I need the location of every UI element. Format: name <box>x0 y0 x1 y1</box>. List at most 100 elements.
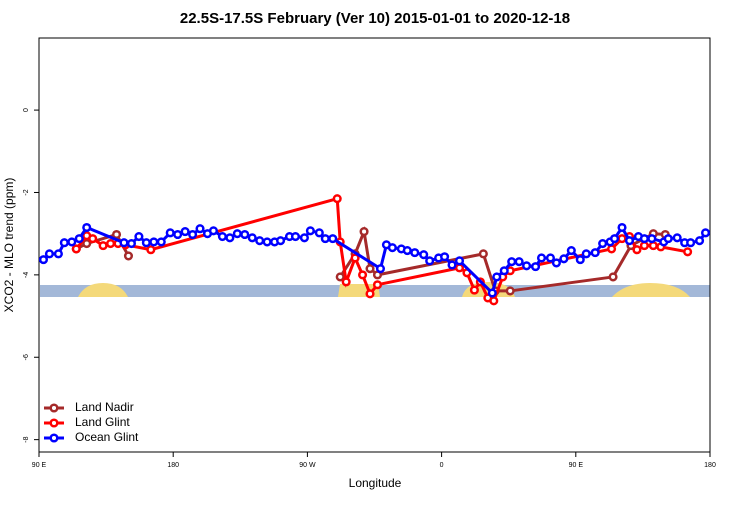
data-point <box>119 238 129 248</box>
data-point <box>575 255 585 265</box>
data-point <box>454 263 465 273</box>
data-point <box>672 233 682 243</box>
data-point <box>149 237 159 247</box>
data-point <box>320 234 330 244</box>
legend-marker <box>49 418 59 428</box>
data-point <box>225 233 235 243</box>
data-point <box>365 289 375 299</box>
data-point <box>536 253 547 263</box>
data-point <box>276 236 286 246</box>
data-point <box>299 233 309 243</box>
data-point <box>74 234 84 244</box>
data-point <box>402 246 412 256</box>
x-axis-title: Longitude <box>349 476 402 490</box>
data-point <box>195 224 205 234</box>
data-point <box>647 234 657 244</box>
data-point <box>610 234 620 244</box>
data-point <box>683 247 693 257</box>
data-point <box>447 260 457 270</box>
data-point <box>700 228 711 238</box>
data-point <box>487 288 497 298</box>
data-point <box>489 296 499 306</box>
data-point <box>607 244 617 254</box>
x-tick-label: 90 W <box>299 462 316 469</box>
data-point <box>359 227 369 237</box>
x-tick-label: 0 <box>440 462 444 469</box>
data-point <box>188 229 198 240</box>
legend-marker <box>49 403 59 413</box>
data-point <box>639 234 649 244</box>
data-point <box>88 234 98 244</box>
data-point <box>590 248 600 258</box>
data-point <box>608 272 618 282</box>
data-point <box>507 257 517 267</box>
data-point <box>146 245 156 255</box>
data-point <box>67 237 77 247</box>
data-point <box>232 229 242 239</box>
data-point <box>332 194 342 204</box>
legend-label: Land Glint <box>75 415 130 429</box>
data-point <box>499 266 509 276</box>
data-point <box>530 262 541 272</box>
legend-label: Ocean Glint <box>75 430 139 444</box>
data-point <box>98 241 108 251</box>
data-point <box>581 249 591 259</box>
data-point <box>559 254 569 264</box>
data-point <box>624 236 635 246</box>
data-point <box>551 258 561 268</box>
data-point <box>566 246 576 256</box>
data-point <box>632 245 642 255</box>
data-point <box>247 233 257 243</box>
y-tick-label: -6 <box>23 354 30 360</box>
data-point <box>262 237 272 247</box>
data-point <box>639 241 649 251</box>
y-tick-label: -4 <box>23 272 30 278</box>
data-point <box>598 239 608 249</box>
data-point <box>617 222 627 233</box>
data-point <box>217 232 227 242</box>
data-point <box>335 272 345 282</box>
data-point <box>156 237 166 247</box>
data-point <box>358 270 368 280</box>
data-point <box>545 253 556 263</box>
land-band <box>612 283 690 297</box>
data-point <box>478 249 488 259</box>
y-tick-label: 0 <box>23 108 30 112</box>
x-tick-label: 90 E <box>569 462 584 469</box>
y-axis-title: XCO2 - MLO trend (ppm) <box>2 178 16 313</box>
x-tick-label: 180 <box>704 462 716 469</box>
data-point <box>695 236 705 246</box>
data-point <box>522 261 532 271</box>
data-point <box>663 234 673 244</box>
data-point <box>505 286 515 296</box>
data-point <box>111 229 122 240</box>
data-point <box>44 249 54 259</box>
data-point <box>290 232 301 242</box>
data-point <box>365 264 375 274</box>
data-point <box>123 251 134 261</box>
plot-frame <box>38 37 711 453</box>
data-point <box>38 255 49 265</box>
data-point <box>350 253 360 263</box>
data-point <box>255 236 265 246</box>
data-point <box>514 257 524 267</box>
data-point <box>180 227 190 237</box>
plot-area <box>38 194 711 306</box>
data-point <box>314 228 324 238</box>
data-point <box>372 280 383 290</box>
data-point <box>617 234 627 244</box>
legend-marker <box>49 433 59 443</box>
data-point <box>419 250 429 260</box>
data-point <box>387 243 397 253</box>
data-point <box>134 232 144 242</box>
x-tick-label: 180 <box>167 462 179 469</box>
data-point <box>492 272 502 282</box>
data-point <box>126 239 136 249</box>
y-tick-label: -8 <box>23 436 30 442</box>
data-point <box>71 244 81 254</box>
data-point <box>53 249 63 259</box>
chart-title: 22.5S-17.5S February (Ver 10) 2015-01-01… <box>180 10 570 27</box>
data-point <box>375 264 386 274</box>
